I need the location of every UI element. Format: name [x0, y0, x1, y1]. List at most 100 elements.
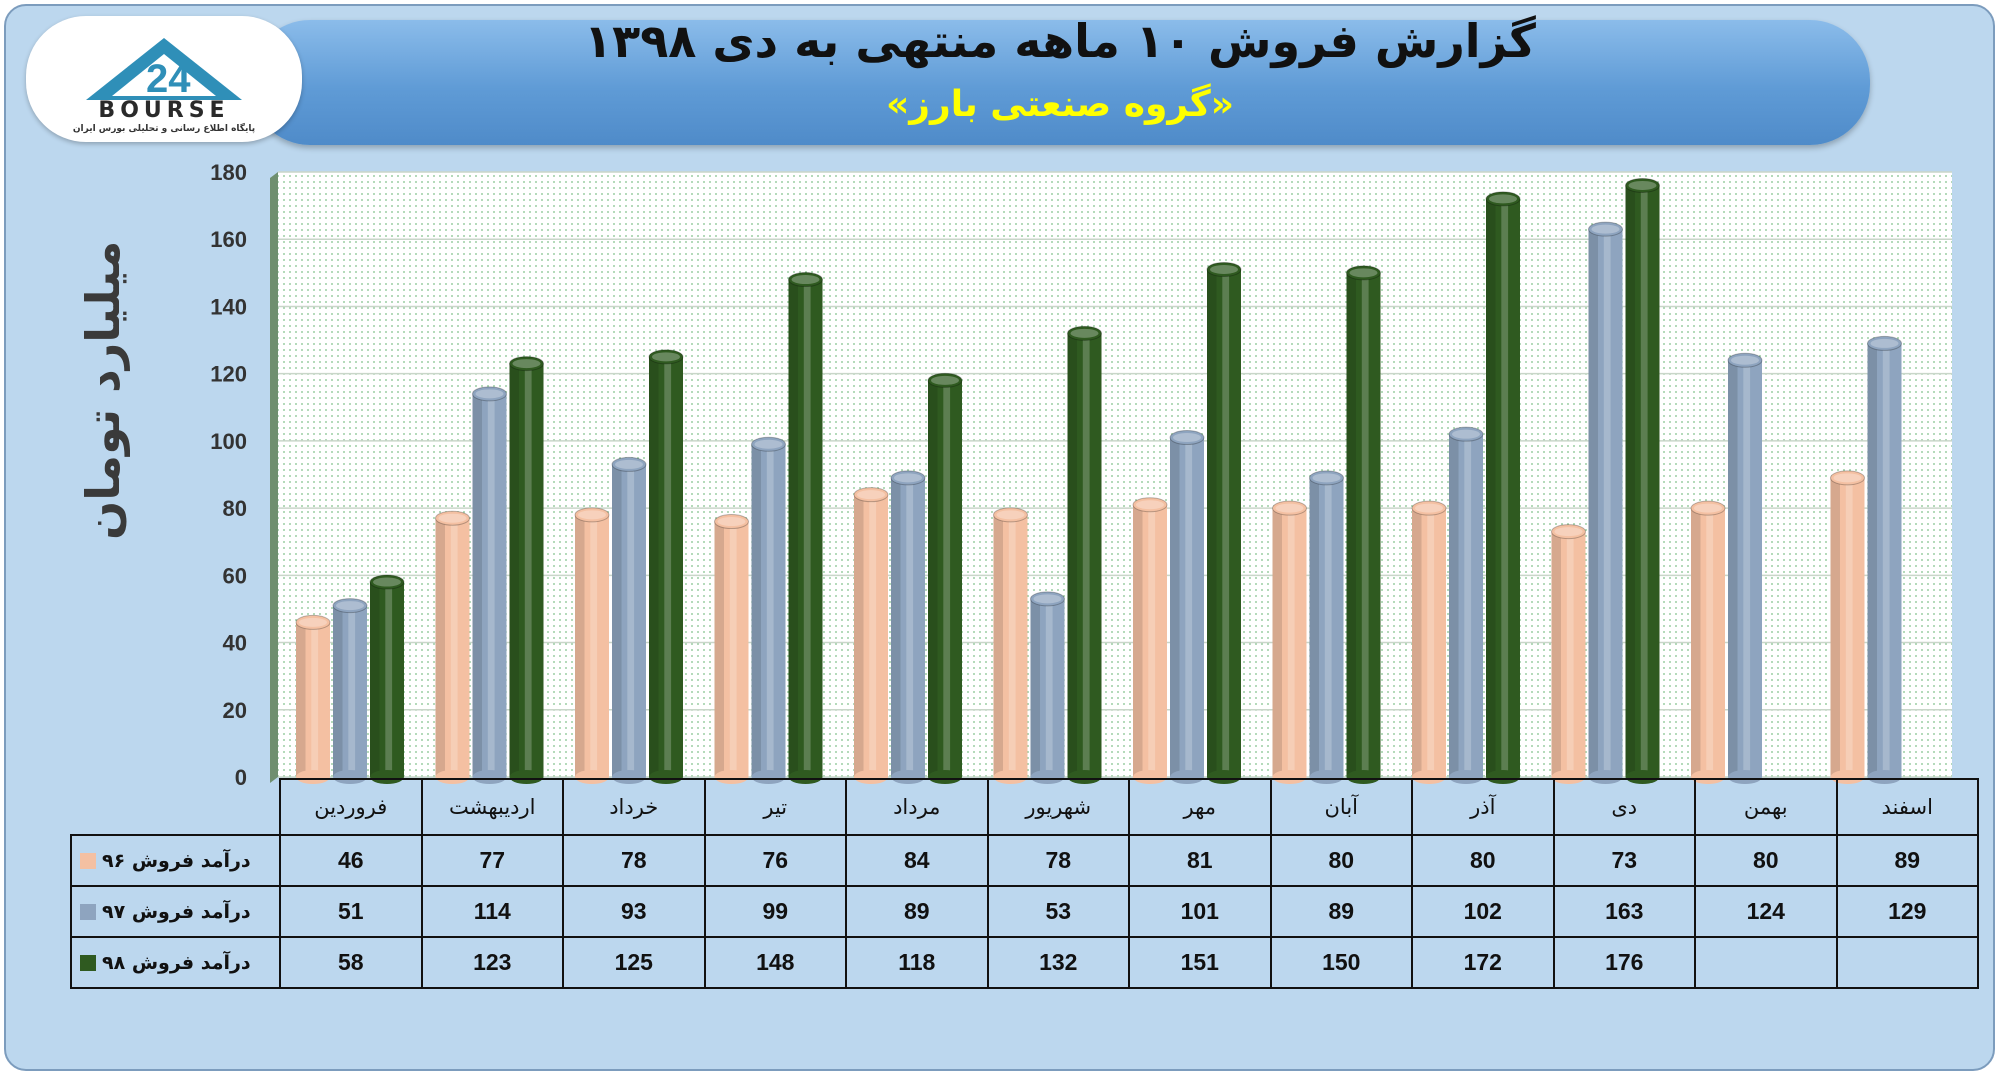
data-cell: 80: [1694, 834, 1838, 887]
data-cell: 151: [1128, 936, 1272, 989]
bar: [1727, 352, 1763, 784]
data-cell: 73: [1552, 834, 1696, 887]
bar: [1346, 265, 1381, 784]
bar: [1272, 500, 1307, 784]
data-cell: 89: [1835, 834, 1979, 887]
plot-side-wall: [270, 172, 278, 783]
bars: [295, 177, 1902, 784]
category-label: دی: [1552, 778, 1696, 836]
y-tick-label: 120: [210, 362, 247, 387]
data-cell: 51: [279, 885, 423, 938]
legend-label: درآمد فروش ۹۷: [102, 900, 251, 923]
category-label: اردیبهشت: [420, 778, 564, 836]
plot-area: [270, 172, 1952, 783]
bar: [509, 356, 544, 784]
table-row: درآمد فروش ۹۸ 58 123 125 148 118 132 151 150 172 1…: [70, 936, 1979, 989]
bar: [1867, 335, 1902, 784]
data-cell: 172: [1411, 936, 1555, 989]
category-label: اسفند: [1835, 778, 1979, 836]
data-cell: 101: [1128, 885, 1272, 938]
data-cell: [1694, 936, 1838, 989]
category-label: آذر: [1411, 778, 1555, 836]
bar: [993, 507, 1028, 784]
legend-label: درآمد فروش ۹۶: [102, 849, 251, 872]
data-table: فروردین اردیبهشت خرداد تیر مرداد شهریور مهر آبا…: [70, 778, 1979, 989]
data-cell: 80: [1269, 834, 1413, 887]
bar: [1030, 591, 1065, 784]
bar: [1067, 325, 1102, 784]
logo-mark-icon: 24: [86, 38, 242, 101]
y-tick-label: 180: [210, 160, 247, 185]
y-tick-label: 20: [223, 698, 247, 723]
svg-text:24: 24: [146, 57, 191, 101]
legend-entry: درآمد فروش ۹۷: [70, 885, 281, 938]
header-banner: [250, 20, 1870, 145]
data-cell: 81: [1128, 834, 1272, 887]
bar: [574, 507, 610, 784]
bar: [295, 614, 331, 784]
bar: [1411, 500, 1447, 784]
data-cell: 93: [562, 885, 706, 938]
legend-entry: درآمد فروش ۹۸: [70, 936, 281, 989]
data-cell: 124: [1694, 885, 1838, 938]
data-cell: 89: [1269, 885, 1413, 938]
logo-word: BOURSE: [98, 98, 230, 123]
y-axis-label: میلیارد تومان: [76, 240, 130, 540]
category-label: بهمن: [1694, 778, 1838, 836]
bar: [1551, 524, 1586, 784]
table-corner: [71, 779, 281, 835]
gridlines: [278, 171, 1952, 778]
category-label: آبان: [1269, 778, 1413, 836]
table-row: درآمد فروش ۹۶ 46 77 78 76 84 78 81 80 80 73 80 89: [70, 834, 1979, 887]
bar: [611, 456, 647, 784]
plot-background: [278, 172, 1952, 777]
category-label: فروردین: [279, 778, 423, 836]
bar: [1830, 470, 1865, 784]
bar: [1169, 430, 1205, 784]
category-label: تیر: [703, 778, 847, 836]
data-cell: 99: [703, 885, 847, 938]
data-cell: 78: [562, 834, 706, 887]
table-header-row: فروردین اردیبهشت خرداد تیر مرداد شهریور مهر آبا…: [71, 778, 1979, 836]
legend-label: درآمد فروش ۹۸: [102, 951, 251, 974]
data-cell: 118: [845, 936, 989, 989]
data-cell: 129: [1835, 885, 1979, 938]
bar: [751, 436, 786, 784]
bar: [1132, 497, 1168, 784]
data-cell: 78: [986, 834, 1130, 887]
bar: [1485, 191, 1521, 784]
y-tick-label: 100: [210, 429, 247, 454]
bar: [1690, 500, 1726, 784]
bar: [648, 349, 684, 784]
data-cell: 53: [986, 885, 1130, 938]
y-tick-label: 80: [223, 496, 247, 521]
data-cell: 150: [1269, 936, 1413, 989]
legend-swatch: [80, 852, 96, 869]
data-cell: 77: [420, 834, 564, 887]
y-tick-label: 140: [210, 294, 247, 319]
y-tick-label: 160: [210, 227, 247, 252]
legend-swatch: [80, 903, 96, 920]
data-cell: 80: [1411, 834, 1555, 887]
data-cell: 89: [845, 885, 989, 938]
bar: [788, 272, 823, 784]
data-cell: 76: [703, 834, 847, 887]
data-cell: 125: [562, 936, 706, 989]
bar: [853, 487, 889, 784]
logo-tagline: پایگاه اطلاع رسانی و تحلیلی بورس ایران: [72, 124, 256, 134]
data-cell: 176: [1552, 936, 1696, 989]
bar: [435, 510, 470, 784]
bar: [1309, 470, 1344, 784]
y-tick-label: 40: [223, 631, 247, 656]
data-cell: 58: [279, 936, 423, 989]
legend-swatch: [80, 954, 96, 971]
bar: [1448, 426, 1484, 784]
data-cell: 102: [1411, 885, 1555, 938]
data-cell: 84: [845, 834, 989, 887]
data-cell: [1835, 936, 1979, 989]
bar: [472, 386, 507, 784]
category-label: شهریور: [986, 778, 1130, 836]
category-label: خرداد: [562, 778, 706, 836]
data-cell: 163: [1552, 885, 1696, 938]
